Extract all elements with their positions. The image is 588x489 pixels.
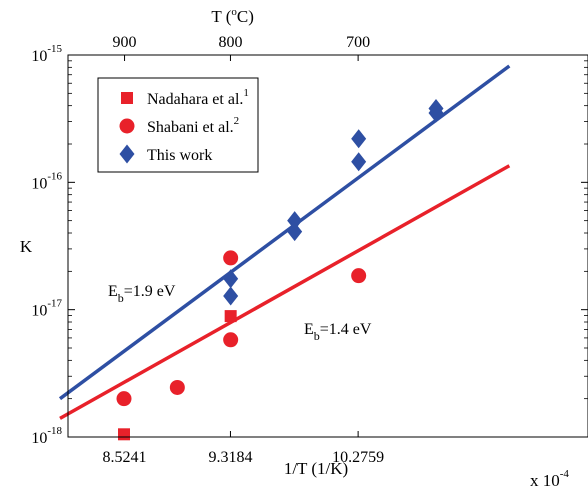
data-point-diamond: [428, 103, 444, 123]
data-point-diamond: [287, 211, 303, 231]
data-point-diamond: [223, 286, 239, 306]
data-point-circle: [116, 391, 132, 407]
y-axis-title: K: [20, 237, 33, 256]
blue-fit-label: Eb=1.9 eV: [108, 283, 176, 305]
fit-label-subscript: b: [314, 329, 320, 343]
legend-label: Shabani et al.2: [147, 115, 239, 136]
series-circle: [116, 250, 367, 407]
y-tick-exponent: -16: [47, 170, 62, 182]
fit-label-subscript: b: [118, 291, 124, 305]
data-point-diamond: [287, 222, 303, 242]
data-point-square: [118, 428, 130, 441]
legend-label-text: Nadahara et al.: [147, 91, 243, 108]
series-diamond: [223, 99, 444, 306]
x-multiplier-base: x 10: [530, 471, 560, 489]
legend-label-superscript: 2: [234, 115, 240, 127]
y-tick-label: 10-17: [31, 298, 62, 320]
fit-label-suffix: =1.9 eV: [124, 283, 176, 300]
legend-label-superscript: 1: [243, 87, 249, 99]
legend-marker-square: [121, 92, 133, 104]
fit-label-suffix: =1.4 eV: [320, 321, 372, 338]
x-tick-label: 10.2759: [332, 449, 384, 466]
legend: Nadahara et al.1 Shabani et al.2 This work: [97, 77, 259, 173]
x-tick-label: 8.5241: [103, 449, 147, 466]
legend-marker-circle: [119, 118, 135, 134]
x-axis-title: 1/T (1/K): [284, 459, 348, 478]
y-tick-exponent: -15: [47, 43, 62, 55]
y-tick-label: 10-16: [31, 170, 62, 192]
top-axis-title: T (oC): [211, 6, 254, 26]
legend-marker-diamond: [119, 144, 135, 164]
legend-label: This work: [147, 147, 212, 164]
y-tick-label: 10-18: [31, 425, 62, 447]
data-point-square: [224, 310, 237, 323]
x-axis-multiplier: x 10-4: [530, 468, 569, 489]
top-title-suffix: C): [237, 7, 254, 26]
data-point-diamond: [223, 269, 239, 289]
y-tick-exponent: -18: [47, 425, 62, 437]
blue-fit-line: [58, 64, 511, 401]
y-tick-base: 10: [31, 175, 47, 192]
top-title-degree: o: [231, 6, 237, 18]
y-tick-label: 10-15: [31, 43, 62, 65]
legend-label-text: This work: [147, 147, 212, 164]
top-tick-label: 900: [113, 34, 137, 51]
data-point-circle: [169, 379, 185, 395]
data-point-circle: [223, 332, 239, 348]
top-tick-label: 700: [346, 34, 370, 51]
fit-label-prefix: E: [304, 321, 314, 338]
data-point-circle: [351, 268, 367, 284]
y-tick-exponent: -17: [47, 298, 62, 310]
data-point-diamond: [351, 152, 367, 172]
data-point-diamond: [351, 129, 367, 149]
data-points: [116, 99, 444, 441]
x-multiplier-exponent: -4: [560, 468, 570, 480]
data-point-circle: [223, 250, 239, 266]
legend-label: Nadahara et al.1: [147, 87, 249, 108]
x-tick-label: 9.3184: [208, 449, 252, 466]
top-tick-label: 800: [218, 34, 242, 51]
legend-label-text: Shabani et al.: [147, 119, 234, 136]
top-title-prefix: T (: [211, 7, 231, 26]
y-tick-base: 10: [31, 430, 47, 447]
red-fit-line: [59, 164, 511, 420]
fit-lines: [58, 64, 511, 420]
fit-label-prefix: E: [108, 283, 118, 300]
plot-frame: [67, 54, 588, 438]
y-tick-base: 10: [31, 48, 47, 65]
red-fit-label: Eb=1.4 eV: [304, 321, 372, 343]
y-tick-base: 10: [31, 303, 47, 320]
